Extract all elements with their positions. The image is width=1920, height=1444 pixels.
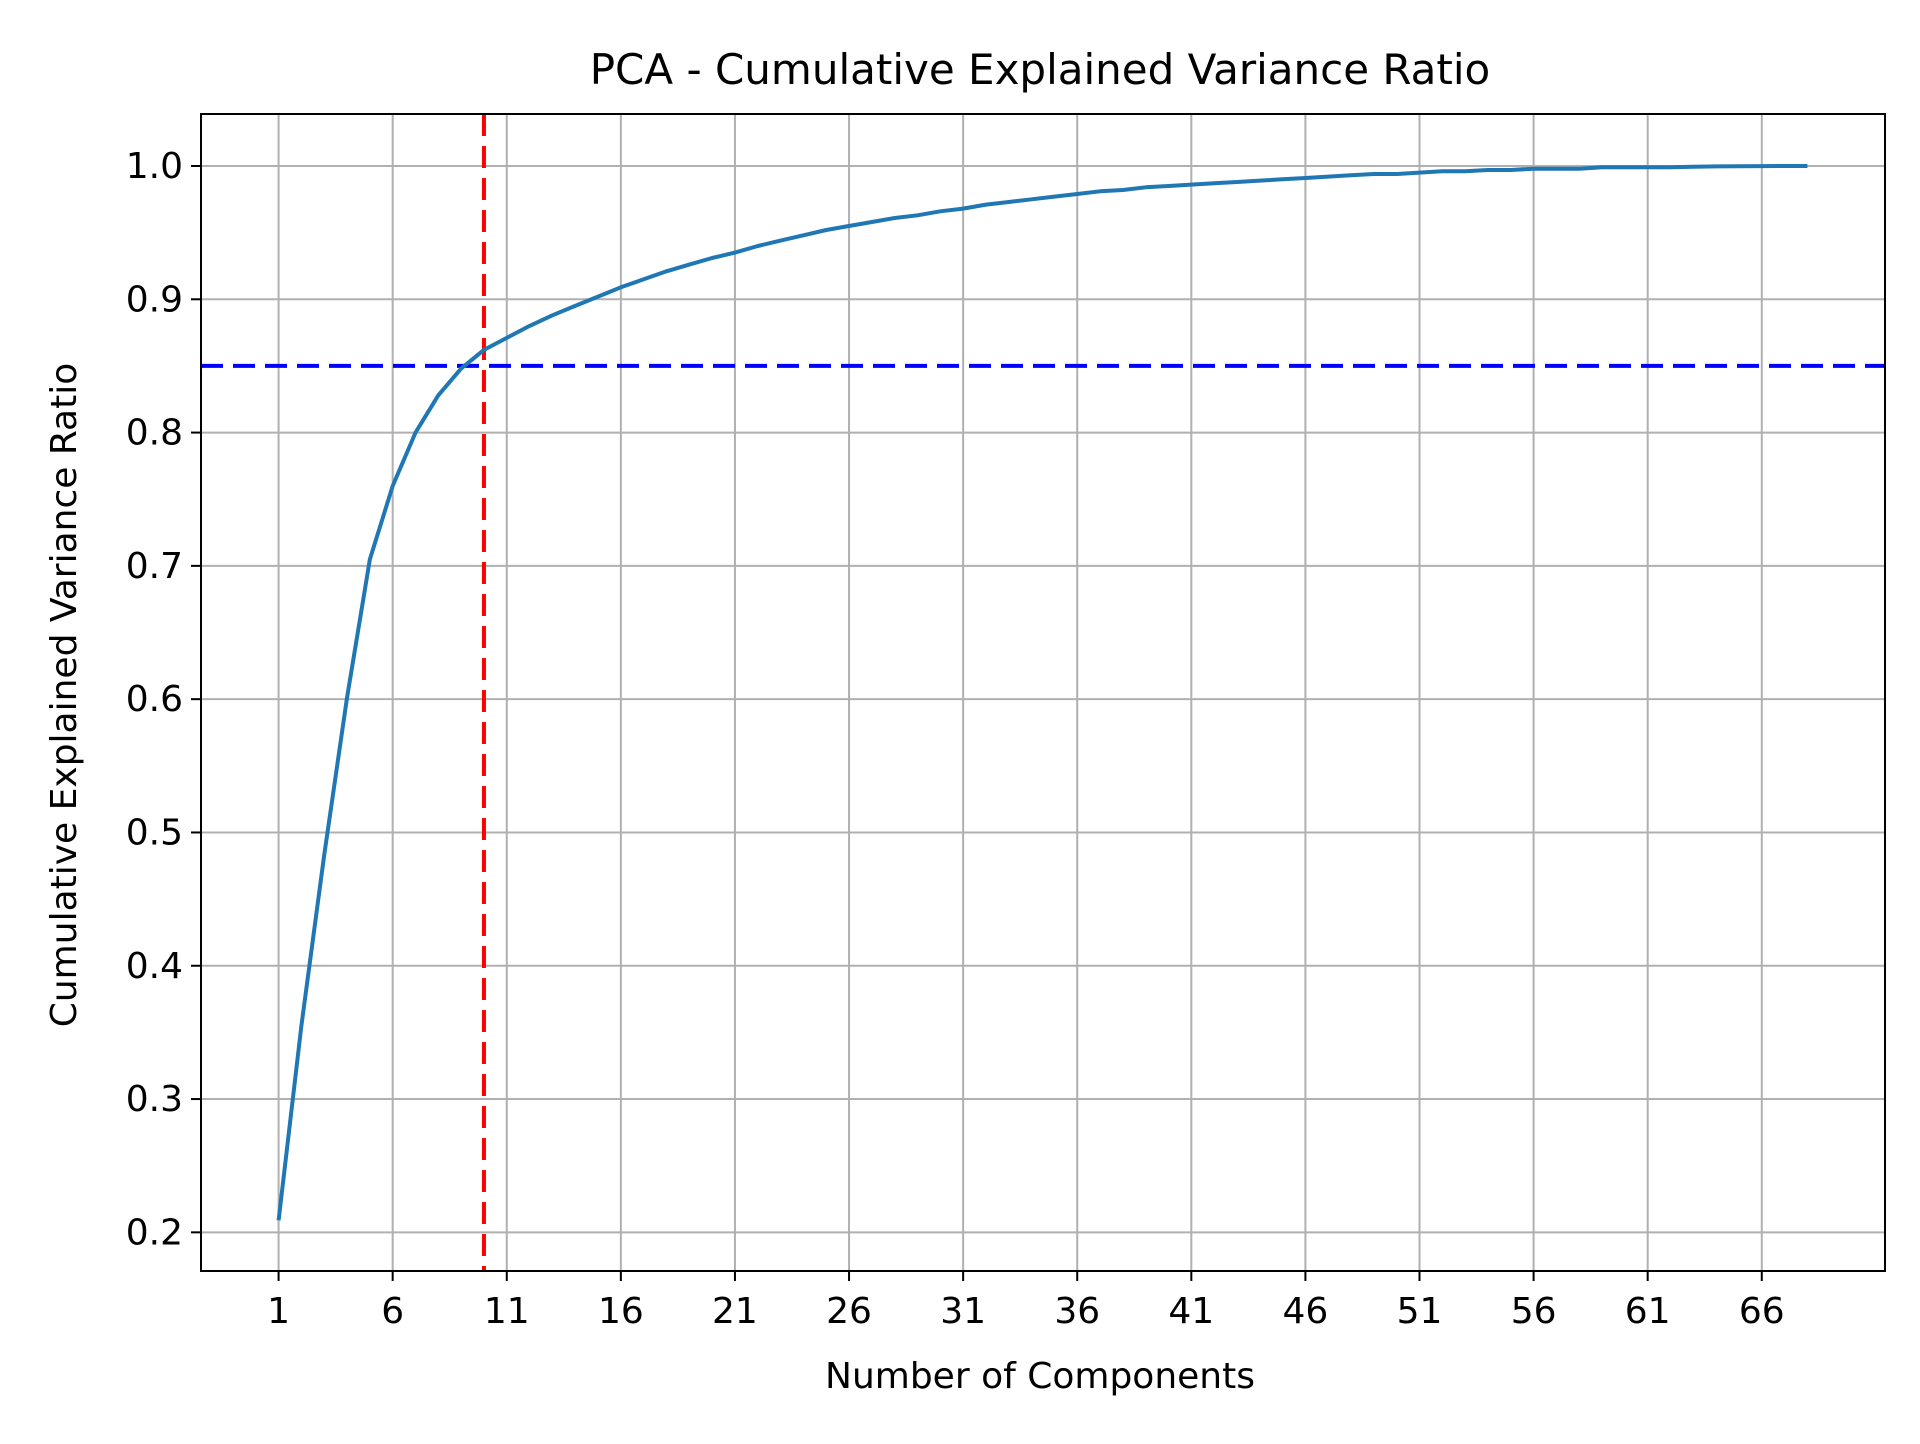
x-tick-label: 36 (1054, 1291, 1100, 1332)
y-axis-ticks: 0.2 0.3 0.4 0.5 0.6 0.7 0.8 0.9 1.0 (126, 146, 201, 1253)
chart-title: PCA - Cumulative Explained Variance Rati… (590, 45, 1491, 94)
y-tick-label: 0.3 (126, 1079, 183, 1120)
x-tick-label: 11 (484, 1291, 530, 1332)
x-axis-title: Number of Components (825, 1356, 1255, 1397)
x-tick-label: 31 (940, 1291, 986, 1332)
x-tick-label: 21 (712, 1291, 758, 1332)
y-tick-label: 0.4 (126, 946, 183, 987)
reference-lines (201, 114, 1885, 1271)
x-tick-label: 16 (598, 1291, 644, 1332)
x-tick-label: 26 (826, 1291, 872, 1332)
data-series (276, 164, 1808, 1221)
y-tick-label: 0.8 (126, 413, 183, 454)
x-tick-label: 46 (1283, 1291, 1329, 1332)
x-axis-ticks: 1 6 11 16 21 26 31 36 41 46 51 56 61 66 (267, 1271, 1785, 1332)
y-tick-label: 0.9 (126, 279, 183, 320)
y-tick-label: 0.2 (126, 1212, 183, 1253)
plot-area-frame (200, 113, 1886, 1272)
x-tick-label: 1 (267, 1291, 290, 1332)
series-line (276, 164, 1808, 1221)
x-tick-label: 41 (1168, 1291, 1214, 1332)
y-tick-label: 1.0 (126, 146, 183, 187)
x-tick-label: 61 (1625, 1291, 1671, 1332)
y-tick-label: 0.5 (126, 812, 183, 853)
x-tick-label: 51 (1397, 1291, 1443, 1332)
y-tick-label: 0.7 (126, 546, 183, 587)
x-tick-label: 56 (1511, 1291, 1557, 1332)
x-tick-label: 66 (1739, 1291, 1785, 1332)
x-tick-label: 6 (381, 1291, 404, 1332)
y-axis-title: Cumulative Explained Variance Ratio (44, 363, 85, 1028)
y-tick-label: 0.6 (126, 679, 183, 720)
